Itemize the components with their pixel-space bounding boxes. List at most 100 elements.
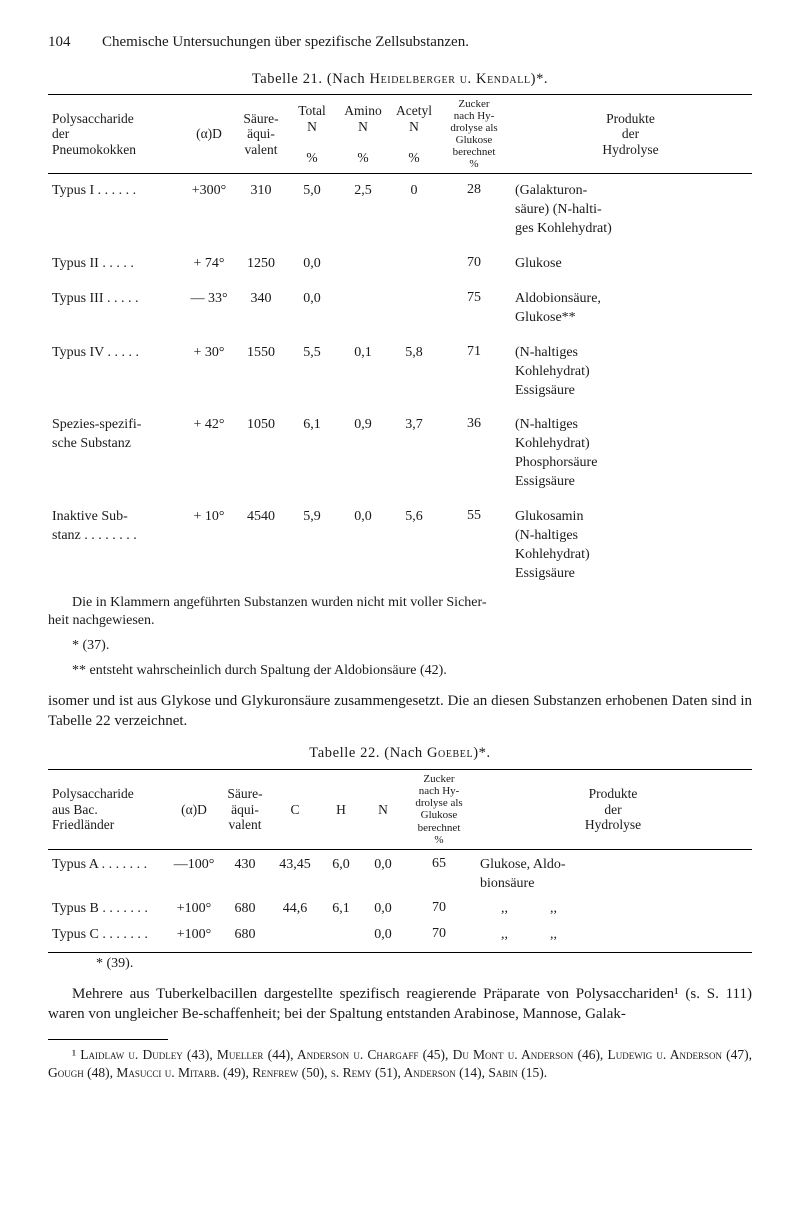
table-row: Typus C . . . . . . .+100°680 0,070 ,, ,,: [48, 920, 752, 946]
table22-caption: Tabelle 22. (Nach Goebel)*.: [48, 744, 752, 764]
row-an: 0,1: [337, 336, 389, 409]
row-name: Typus III . . . . .: [48, 282, 183, 336]
footnote-1: ¹ Laidlaw u. Dudley (43), Mueller (44), …: [48, 1046, 752, 1082]
row-aq: 1050: [235, 408, 287, 500]
caption-suffix: )*.: [531, 71, 549, 87]
table-row: Inaktive Sub- stanz . . . . . . . .+ 10°…: [48, 500, 752, 588]
row-tn: 5,5: [287, 336, 337, 409]
table-row: Typus B . . . . . . .+100°68044,66,10,07…: [48, 894, 752, 920]
row-ac: 0: [389, 174, 439, 247]
table-21: Polysaccharide der Pneumokokken (α)D Säu…: [48, 94, 752, 588]
row-an: [337, 247, 389, 282]
table-row: Typus A . . . . . . .—100°43043,456,00,0…: [48, 849, 752, 894]
row-aq: 680: [220, 920, 270, 946]
row-alpha: +100°: [168, 894, 220, 920]
row-aq: 1550: [235, 336, 287, 409]
row-h: [320, 920, 362, 946]
t21-h1: Polysaccharide der Pneumokokken: [48, 94, 183, 174]
row-aq: 4540: [235, 500, 287, 588]
t22-h5: H: [320, 770, 362, 850]
caption-prefix: Tabelle 21. (Nach: [252, 71, 370, 87]
row-tn: 5,0: [287, 174, 337, 247]
row-prod: ,, ,,: [474, 894, 752, 920]
row-prod: (Galakturon- säure) (N-halti- ges Kohleh…: [509, 174, 752, 247]
row-ac: [389, 282, 439, 336]
row-prod: (N-haltiges Kohlehydrat) Essigsäure: [509, 336, 752, 409]
row-alpha: —100°: [168, 849, 220, 894]
t22-h6: N: [362, 770, 404, 850]
row-prod: Glukosamin (N-haltiges Kohlehydrat) Essi…: [509, 500, 752, 588]
table-row: Typus III . . . . .— 33°3400,0 75Aldobion…: [48, 282, 752, 336]
table-22: Polysaccharide aus Bac. Friedländer (α)D…: [48, 769, 752, 946]
page-header: 104 Chemische Untersuchungen über spezif…: [48, 32, 752, 52]
row-zk: 70: [404, 894, 474, 920]
t22-h8: Produkte der Hydrolyse: [474, 770, 752, 850]
row-alpha: + 42°: [183, 408, 235, 500]
row-name: Typus II . . . . .: [48, 247, 183, 282]
t21-h4: Total N %: [287, 94, 337, 174]
row-zk: 75: [439, 282, 509, 336]
row-ac: 5,8: [389, 336, 439, 409]
row-aq: 430: [220, 849, 270, 894]
row-name: Spezies-spezifi- sche Substanz: [48, 408, 183, 500]
row-tn: 5,9: [287, 500, 337, 588]
row-prod: ,, ,,: [474, 920, 752, 946]
row-h: 6,0: [320, 849, 362, 894]
row-aq: 340: [235, 282, 287, 336]
t22-h1: Polysaccharide aus Bac. Friedländer: [48, 770, 168, 850]
row-name: Typus I . . . . . .: [48, 174, 183, 247]
table-row: Typus I . . . . . .+300°3105,02,5028(Gal…: [48, 174, 752, 247]
mid-paragraph: isomer und ist aus Glykose und Glykurons…: [48, 691, 752, 732]
last-paragraph: Mehrere aus Tuberkelbacillen dargestellt…: [48, 984, 752, 1025]
t21-h8: Produkte der Hydrolyse: [509, 94, 752, 174]
row-alpha: +100°: [168, 920, 220, 946]
row-n: 0,0: [362, 849, 404, 894]
row-zk: 70: [404, 920, 474, 946]
table-row: Typus II . . . . .+ 74°12500,070Glukose: [48, 247, 752, 282]
row-c: [270, 920, 320, 946]
row-name: Typus A . . . . . . .: [48, 849, 168, 894]
row-zk: 36: [439, 408, 509, 500]
row-ac: 3,7: [389, 408, 439, 500]
row-aq: 1250: [235, 247, 287, 282]
row-alpha: +300°: [183, 174, 235, 247]
row-alpha: + 74°: [183, 247, 235, 282]
row-an: [337, 282, 389, 336]
row-c: 43,45: [270, 849, 320, 894]
t21-h5: Amino N %: [337, 94, 389, 174]
row-name: Typus IV . . . . .: [48, 336, 183, 409]
row-n: 0,0: [362, 920, 404, 946]
t22-h4: C: [270, 770, 320, 850]
row-alpha: + 30°: [183, 336, 235, 409]
row-c: 44,6: [270, 894, 320, 920]
t22-h2: (α)D: [168, 770, 220, 850]
row-tn: 6,1: [287, 408, 337, 500]
note-starstar: ** entsteht wahrscheinlich durch Spaltun…: [72, 662, 752, 681]
t21-h3: Säure- äqui- valent: [235, 94, 287, 174]
note-star39: * (39).: [96, 955, 752, 974]
caption-names: Heidelberger u. Kendall: [370, 71, 531, 87]
row-tn: 0,0: [287, 282, 337, 336]
row-zk: 28: [439, 174, 509, 247]
table-row: Typus IV . . . . .+ 30°15505,50,15,871(N…: [48, 336, 752, 409]
row-an: 0,0: [337, 500, 389, 588]
row-alpha: + 10°: [183, 500, 235, 588]
row-aq: 680: [220, 894, 270, 920]
row-alpha: — 33°: [183, 282, 235, 336]
t21-h7: Zucker nach Hy- drolyse als Glukose bere…: [439, 94, 509, 174]
row-prod: Glukose, Aldo- bionsäure: [474, 849, 752, 894]
row-prod: (N-haltiges Kohlehydrat) Phosphorsäure E…: [509, 408, 752, 500]
row-an: 2,5: [337, 174, 389, 247]
row-name: Typus B . . . . . . .: [48, 894, 168, 920]
t22-h7: Zucker nach Hy- drolyse als Glukose bere…: [404, 770, 474, 850]
table-row: Spezies-spezifi- sche Substanz+ 42°10506…: [48, 408, 752, 500]
row-name: Typus C . . . . . . .: [48, 920, 168, 946]
t21-h2: (α)D: [183, 94, 235, 174]
row-zk: 71: [439, 336, 509, 409]
row-prod: Aldobionsäure, Glukose**: [509, 282, 752, 336]
row-tn: 0,0: [287, 247, 337, 282]
table21-caption: Tabelle 21. (Nach Heidelberger u. Kendal…: [48, 70, 752, 90]
row-zk: 55: [439, 500, 509, 588]
t22-h3: Säure- äqui- valent: [220, 770, 270, 850]
table21-postnote: Die in Klammern angeführten Substanzen w…: [48, 594, 752, 632]
